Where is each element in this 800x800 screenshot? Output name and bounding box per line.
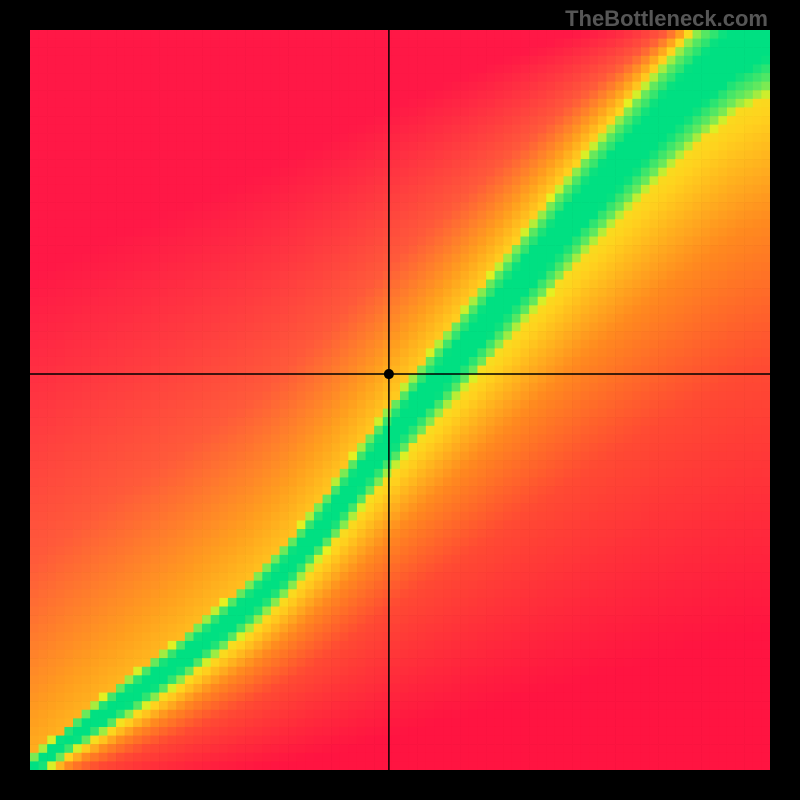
- heatmap-canvas: [0, 0, 800, 800]
- watermark-text: TheBottleneck.com: [565, 6, 768, 32]
- bottleneck-heatmap-chart: TheBottleneck.com: [0, 0, 800, 800]
